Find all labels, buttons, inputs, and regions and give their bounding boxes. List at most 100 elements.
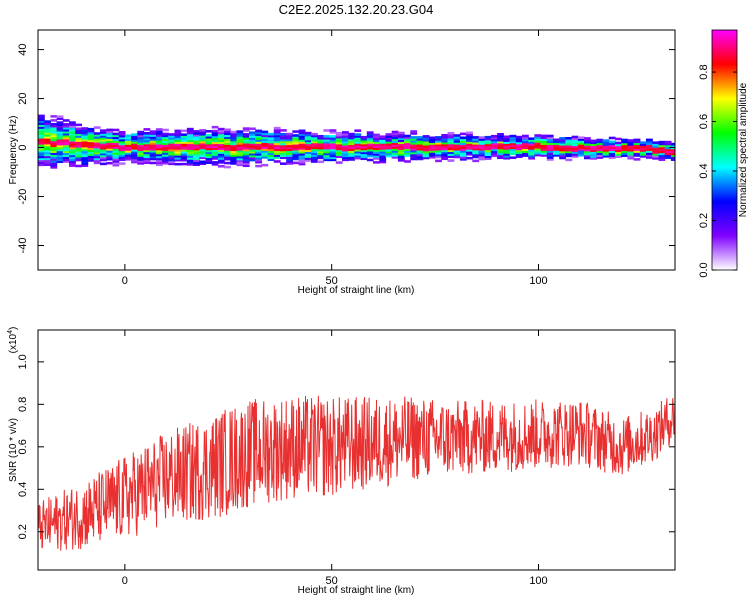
heatmap-cell <box>633 152 641 155</box>
heatmap-cell <box>590 151 597 154</box>
heatmap-cell <box>373 139 380 143</box>
heatmap-cell <box>211 133 219 137</box>
heatmap-cell <box>211 163 219 166</box>
heatmap-cell <box>62 158 70 161</box>
heatmap-cell <box>311 138 318 142</box>
heatmap-cell <box>466 143 473 146</box>
heatmap-cell <box>224 140 231 143</box>
heatmap-cell <box>317 140 324 144</box>
heatmap-cell <box>577 150 585 153</box>
heatmap-cell <box>93 134 101 137</box>
heatmap-cell <box>62 125 70 128</box>
heatmap-cell <box>652 151 660 154</box>
heatmap-cell <box>249 133 256 136</box>
heatmap-cell <box>249 135 256 138</box>
heatmap-cell <box>596 146 604 150</box>
heatmap-cell <box>56 160 64 164</box>
heatmap-cell <box>385 150 393 154</box>
heatmap-cell <box>428 146 436 149</box>
heatmap-cell <box>286 146 293 150</box>
heatmap-cell <box>50 144 58 148</box>
heatmap-cell <box>255 147 262 150</box>
heatmap-cell <box>124 158 132 161</box>
heatmap-cell <box>242 133 250 136</box>
heatmap-cell <box>615 137 622 141</box>
heatmap-cell <box>255 141 262 144</box>
heatmap-cell <box>348 148 355 151</box>
heatmap-cell <box>633 146 641 149</box>
heatmap-cell <box>174 135 182 138</box>
heatmap-cell <box>155 145 163 149</box>
heatmap-cell <box>124 146 132 149</box>
heatmap-cell <box>373 155 380 158</box>
heatmap-cell <box>62 152 70 156</box>
heatmap-cell <box>360 135 368 139</box>
heatmap-cell <box>459 156 467 159</box>
heatmap-cell <box>249 149 256 152</box>
heatmap-cell <box>186 127 194 131</box>
heatmap-cell <box>553 146 560 149</box>
heatmap-cell <box>404 154 411 157</box>
heatmap-cell <box>298 131 306 134</box>
heatmap-cell <box>69 148 76 152</box>
heatmap-cell <box>186 157 194 160</box>
heatmap-cell <box>242 154 250 158</box>
heatmap-cell <box>373 145 380 148</box>
heatmap-cell <box>87 129 95 133</box>
heatmap-cell <box>211 135 219 139</box>
heatmap-cell <box>93 159 101 163</box>
heatmap-cell <box>81 131 89 134</box>
spectrogram-y-axis-title: Frequency (Hz) <box>8 116 19 185</box>
heatmap-cell <box>267 152 275 156</box>
heatmap-cell <box>112 140 120 143</box>
heatmap-cell <box>670 142 675 146</box>
heatmap-cell <box>50 146 58 150</box>
colorbar: 0.00.20.40.60.8 Normalized spectral ampl… <box>698 29 749 278</box>
heatmap-cell <box>261 146 269 149</box>
heatmap-cell <box>652 141 660 144</box>
heatmap-cell <box>584 139 591 142</box>
heatmap-cell <box>602 153 610 156</box>
heatmap-cell <box>509 136 517 140</box>
heatmap-cell <box>472 145 480 149</box>
heatmap-cell <box>131 160 138 164</box>
heatmap-cell <box>441 147 449 151</box>
heatmap-cell <box>472 143 480 147</box>
heatmap-cell <box>124 150 132 153</box>
heatmap-cell <box>342 131 349 134</box>
heatmap-cell <box>242 142 250 146</box>
heatmap-cell <box>453 153 461 157</box>
colorbar-ticks: 0.00.20.40.60.8 <box>698 64 737 278</box>
heatmap-cell <box>199 140 207 144</box>
heatmap-cell <box>515 141 523 145</box>
heatmap-cell <box>596 152 604 155</box>
heatmap-cell <box>453 142 461 145</box>
heatmap-cell <box>292 157 300 161</box>
heatmap-cell <box>472 159 480 163</box>
heatmap-cell <box>410 138 418 141</box>
heatmap-cell <box>230 132 238 136</box>
heatmap-cell <box>106 156 114 159</box>
heatmap-cell <box>304 135 312 139</box>
heatmap-cell <box>391 130 399 134</box>
heatmap-cell <box>93 143 101 147</box>
heatmap-cell <box>280 150 287 154</box>
heatmap-cell <box>459 146 467 149</box>
heatmap-cell <box>186 131 194 135</box>
heatmap-cell <box>304 143 312 147</box>
heatmap-cell <box>50 138 58 142</box>
heatmap-cell <box>217 145 225 148</box>
heatmap-cell <box>608 144 616 148</box>
heatmap-cell <box>168 133 176 136</box>
heatmap-cell <box>50 164 58 167</box>
heatmap-cell <box>75 127 82 131</box>
heatmap-cell <box>292 153 300 157</box>
heatmap-cell <box>81 137 89 140</box>
heatmap-cell <box>317 150 324 154</box>
heatmap-cell <box>559 144 566 148</box>
heatmap-cell <box>56 125 64 128</box>
heatmap-cell <box>590 153 597 156</box>
heatmap-cell <box>670 152 675 156</box>
heatmap-cell <box>267 154 275 158</box>
heatmap-cell <box>286 156 293 159</box>
